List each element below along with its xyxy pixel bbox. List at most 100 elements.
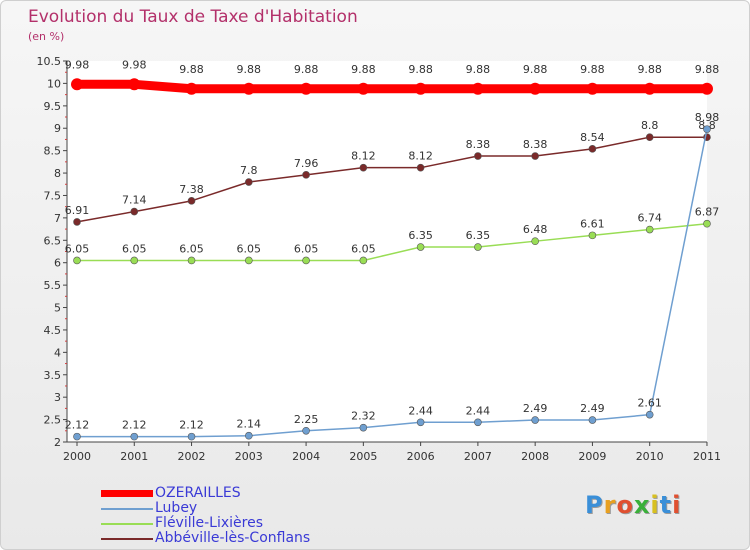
- data-label: 7.8: [240, 164, 258, 177]
- legend-item: OZERAILLES: [101, 485, 361, 501]
- x-tick-label: 2011: [693, 450, 721, 463]
- series-line-2: [76, 222, 708, 262]
- data-label: 8.8: [641, 119, 659, 132]
- data-point: [130, 432, 139, 441]
- data-label: 6.05: [65, 242, 90, 255]
- data-point: [73, 218, 81, 226]
- chart-subtitle: (en %): [28, 30, 65, 43]
- data-label: 7.96: [294, 157, 319, 170]
- legend-item: Lubey: [101, 500, 361, 516]
- data-label: 6.87: [695, 206, 720, 219]
- y-tick-label: 5.5: [44, 279, 62, 292]
- data-point: [359, 423, 368, 432]
- data-label: 9.88: [466, 63, 491, 76]
- x-tick-label: 2010: [636, 450, 664, 463]
- data-point: [471, 82, 484, 95]
- logo-letter: r: [603, 491, 617, 519]
- data-point: [357, 82, 370, 95]
- y-tick-label: 9.5: [44, 100, 62, 113]
- x-tick-label: 2008: [521, 450, 549, 463]
- legend-swatch: [101, 490, 153, 497]
- data-point: [73, 432, 81, 441]
- data-point: [414, 82, 427, 95]
- data-point: [302, 171, 310, 179]
- data-point: [474, 418, 482, 427]
- data-label: 8.38: [466, 138, 491, 151]
- data-point: [130, 256, 139, 265]
- data-label: 6.48: [523, 223, 548, 236]
- data-point: [73, 256, 81, 265]
- data-label: 2.14: [237, 418, 262, 431]
- logo-letter: i: [672, 491, 682, 519]
- y-tick-label: 8: [54, 167, 61, 180]
- data-point: [416, 243, 425, 251]
- data-point: [359, 256, 368, 265]
- data-label: 2.32: [351, 410, 376, 423]
- data-point: [703, 219, 711, 228]
- y-tick-label: 7: [54, 212, 61, 225]
- y-tick-label: 6.5: [44, 234, 62, 247]
- legend-label: Lubey: [155, 500, 198, 516]
- data-label: 2.12: [122, 419, 147, 432]
- data-label: 9.98: [122, 58, 147, 71]
- y-tick-label: 2: [54, 436, 61, 449]
- data-label: 8.98: [695, 111, 720, 124]
- data-label: 2.12: [65, 419, 90, 432]
- data-point: [187, 256, 196, 265]
- data-label: 9.88: [637, 63, 662, 76]
- data-point: [531, 237, 539, 245]
- series-line-3: [76, 136, 708, 223]
- data-label: 6.05: [294, 242, 319, 255]
- data-label: 7.38: [179, 183, 204, 196]
- data-label: 2.49: [523, 402, 548, 415]
- data-point: [187, 197, 196, 205]
- proxiti-logo: Proxiti: [585, 491, 681, 519]
- data-point: [130, 207, 139, 216]
- data-label: 6.05: [351, 242, 376, 255]
- data-point: [645, 133, 654, 141]
- data-label: 2.49: [580, 402, 605, 415]
- legend-swatch: [101, 538, 153, 540]
- data-point: [586, 82, 599, 95]
- y-tick-label: 10.5: [37, 55, 62, 68]
- y-tick-label: 9: [54, 122, 61, 135]
- legend-label: OZERAILLES: [155, 485, 241, 501]
- data-point: [416, 418, 425, 427]
- data-point: [245, 256, 253, 265]
- data-label: 2.25: [294, 413, 319, 426]
- data-label: 7.14: [122, 194, 147, 207]
- data-point: [300, 82, 313, 95]
- data-label: 2.44: [466, 404, 491, 417]
- data-label: 2.61: [637, 397, 662, 410]
- data-label: 6.05: [122, 242, 147, 255]
- data-label: 6.35: [466, 229, 491, 242]
- data-point: [703, 125, 711, 133]
- data-point: [474, 243, 482, 251]
- data-label: 6.35: [408, 229, 433, 242]
- data-label: 8.54: [580, 131, 605, 144]
- x-tick-label: 2002: [178, 450, 206, 463]
- data-label: 9.88: [523, 63, 548, 76]
- data-point: [529, 82, 542, 95]
- series-line-0: [72, 79, 712, 94]
- data-point: [588, 145, 597, 153]
- data-point: [588, 416, 597, 424]
- data-point: [242, 82, 255, 95]
- data-label: 2.44: [408, 404, 433, 417]
- plot-area: [67, 61, 707, 442]
- legend-swatch: [101, 508, 153, 510]
- data-label: 9.88: [351, 63, 376, 76]
- y-tick-label: 6: [54, 257, 61, 270]
- x-tick-label: 2006: [407, 450, 435, 463]
- data-label: 8.12: [408, 150, 433, 163]
- data-label: 8.38: [523, 138, 548, 151]
- data-point: [645, 225, 654, 234]
- legend-item: Fléville-Lixières: [101, 515, 361, 531]
- data-point: [474, 152, 482, 160]
- data-label: 9.88: [695, 63, 720, 76]
- data-point: [128, 78, 141, 91]
- logo-letter: P: [585, 491, 604, 519]
- data-point: [588, 231, 597, 240]
- data-point: [531, 152, 539, 160]
